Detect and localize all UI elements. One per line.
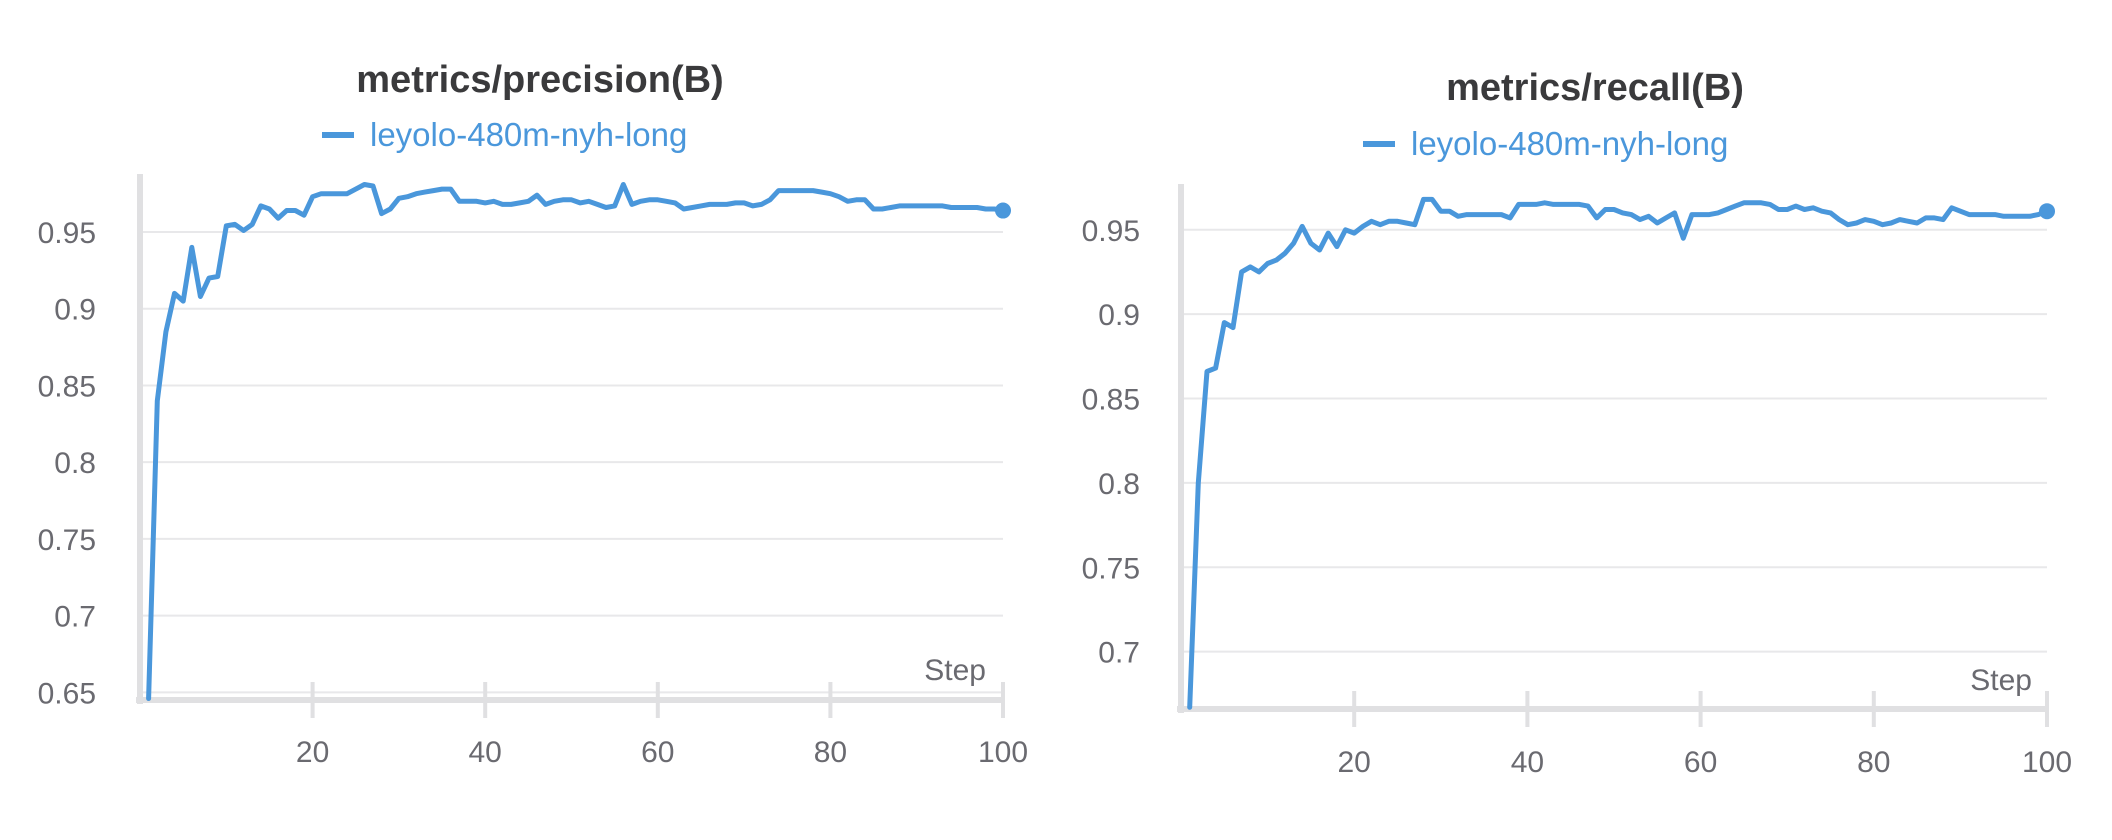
y-tick-label: 0.65 bbox=[38, 677, 96, 710]
series-line[interactable] bbox=[146, 182, 1006, 701]
x-tick-label: 60 bbox=[641, 736, 674, 769]
y-tick-label: 0.75 bbox=[38, 524, 96, 557]
x-axis-label: Step bbox=[924, 654, 986, 687]
x-tick-label: 100 bbox=[2022, 746, 2072, 779]
chart-title: metrics/recall(B) bbox=[1446, 67, 1744, 109]
y-tick-label: 0.95 bbox=[38, 217, 96, 250]
y-tick-label: 0.85 bbox=[1082, 384, 1140, 417]
x-tick-label: 40 bbox=[469, 736, 502, 769]
chart-2: metrics/recall(B) leyolo-480m-nyh-long 0.7… bbox=[1082, 67, 2072, 779]
series-line[interactable] bbox=[1187, 196, 2050, 710]
series-end-point[interactable] bbox=[2039, 203, 2055, 220]
chart-title: metrics/precision(B) bbox=[356, 59, 723, 101]
y-tick-label: 0.85 bbox=[38, 370, 96, 403]
legend-label: leyolo-480m-nyh-long bbox=[1411, 125, 1728, 162]
y-tick-label: 0.9 bbox=[54, 294, 96, 327]
y-tick-label: 0.7 bbox=[1098, 637, 1140, 670]
x-tick-label: 80 bbox=[1857, 746, 1890, 779]
y-tick-label: 0.75 bbox=[1082, 552, 1140, 585]
legend[interactable]: leyolo-480m-nyh-long bbox=[322, 116, 687, 153]
x-tick-label: 100 bbox=[978, 736, 1028, 769]
y-tick-label: 0.95 bbox=[1082, 215, 1140, 248]
x-tick-label: 20 bbox=[296, 736, 329, 769]
x-axis-label: Step bbox=[1970, 664, 2032, 697]
x-tick-label: 80 bbox=[814, 736, 847, 769]
y-tick-label: 0.7 bbox=[54, 601, 96, 634]
x-tick-label: 60 bbox=[1684, 746, 1717, 779]
x-tick-label: 40 bbox=[1511, 746, 1544, 779]
legend[interactable]: leyolo-480m-nyh-long bbox=[1363, 125, 1728, 162]
x-tick-label: 20 bbox=[1338, 746, 1371, 779]
y-tick-label: 0.9 bbox=[1098, 299, 1140, 332]
series-end-point[interactable] bbox=[995, 202, 1011, 219]
legend-label: leyolo-480m-nyh-long bbox=[370, 116, 687, 153]
y-tick-label: 0.8 bbox=[54, 447, 96, 480]
chart-1: metrics/precision(B) leyolo-480m-nyh-long… bbox=[38, 59, 1028, 769]
y-tick-label: 0.8 bbox=[1098, 468, 1140, 501]
